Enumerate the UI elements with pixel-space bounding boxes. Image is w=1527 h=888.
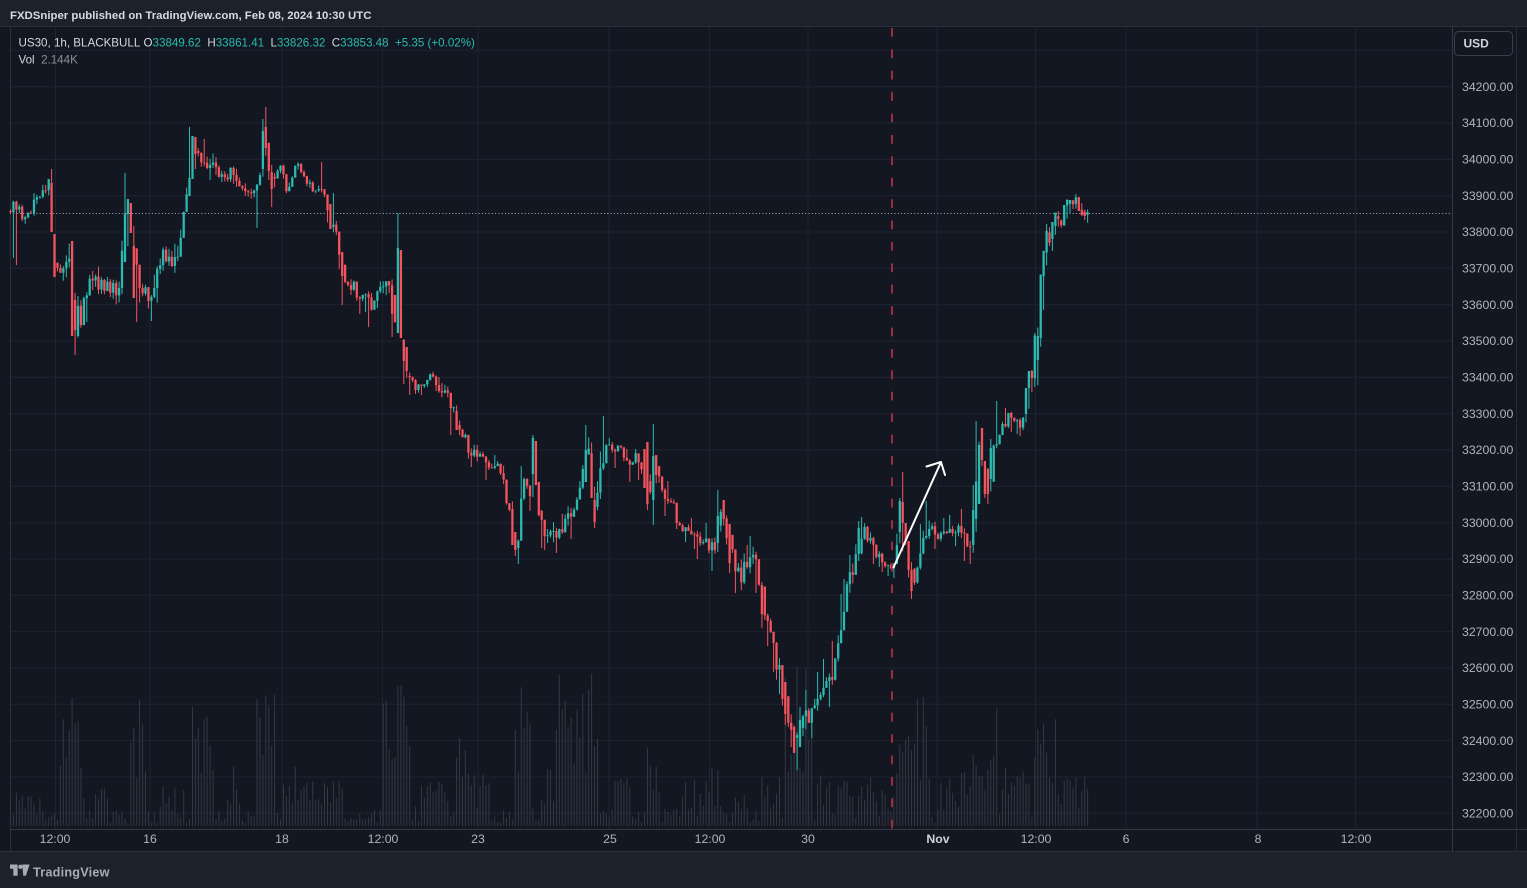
svg-text:32400.00: 32400.00 [1462,734,1513,748]
svg-text:USD: USD [1464,37,1490,51]
svg-text:12:00: 12:00 [1341,832,1372,846]
svg-text:23: 23 [471,832,485,846]
svg-text:33400.00: 33400.00 [1462,371,1513,385]
svg-text:32300.00: 32300.00 [1462,770,1513,784]
svg-text:32200.00: 32200.00 [1462,807,1513,821]
svg-text:33600.00: 33600.00 [1462,298,1513,312]
svg-text:30: 30 [801,832,815,846]
svg-text:Vol 2.144K: Vol 2.144K [19,54,79,67]
svg-text:12:00: 12:00 [695,832,726,846]
svg-text:33900.00: 33900.00 [1462,189,1513,203]
svg-text:25: 25 [603,832,617,846]
svg-text:33000.00: 33000.00 [1462,516,1513,530]
svg-text:33700.00: 33700.00 [1462,262,1513,276]
svg-text:Nov: Nov [926,832,949,846]
svg-text:6: 6 [1123,832,1130,846]
svg-text:12:00: 12:00 [1021,832,1052,846]
svg-text:32700.00: 32700.00 [1462,625,1513,639]
svg-text:34000.00: 34000.00 [1462,153,1513,167]
svg-text:12:00: 12:00 [40,832,71,846]
svg-text:US30, 1h, BLACKBULL O33849.62: US30, 1h, BLACKBULL O33849.62 H33861.41 … [19,37,476,50]
svg-text:12:00: 12:00 [368,832,399,846]
svg-text:33300.00: 33300.00 [1462,407,1513,421]
svg-text:33100.00: 33100.00 [1462,480,1513,494]
svg-text:32600.00: 32600.00 [1462,661,1513,675]
svg-text:FXDSniper published on Trading: FXDSniper published on TradingView.com, … [10,10,371,22]
svg-text:16: 16 [143,832,157,846]
svg-text:33500.00: 33500.00 [1462,334,1513,348]
svg-text:8: 8 [1255,832,1262,846]
svg-text:32800.00: 32800.00 [1462,589,1513,603]
svg-text:32900.00: 32900.00 [1462,552,1513,566]
svg-text:33800.00: 33800.00 [1462,225,1513,239]
svg-text:32500.00: 32500.00 [1462,698,1513,712]
svg-text:33200.00: 33200.00 [1462,443,1513,457]
svg-text:34100.00: 34100.00 [1462,116,1513,130]
svg-text:TradingView: TradingView [33,866,110,880]
svg-text:34200.00: 34200.00 [1462,80,1513,94]
svg-text:18: 18 [275,832,289,846]
